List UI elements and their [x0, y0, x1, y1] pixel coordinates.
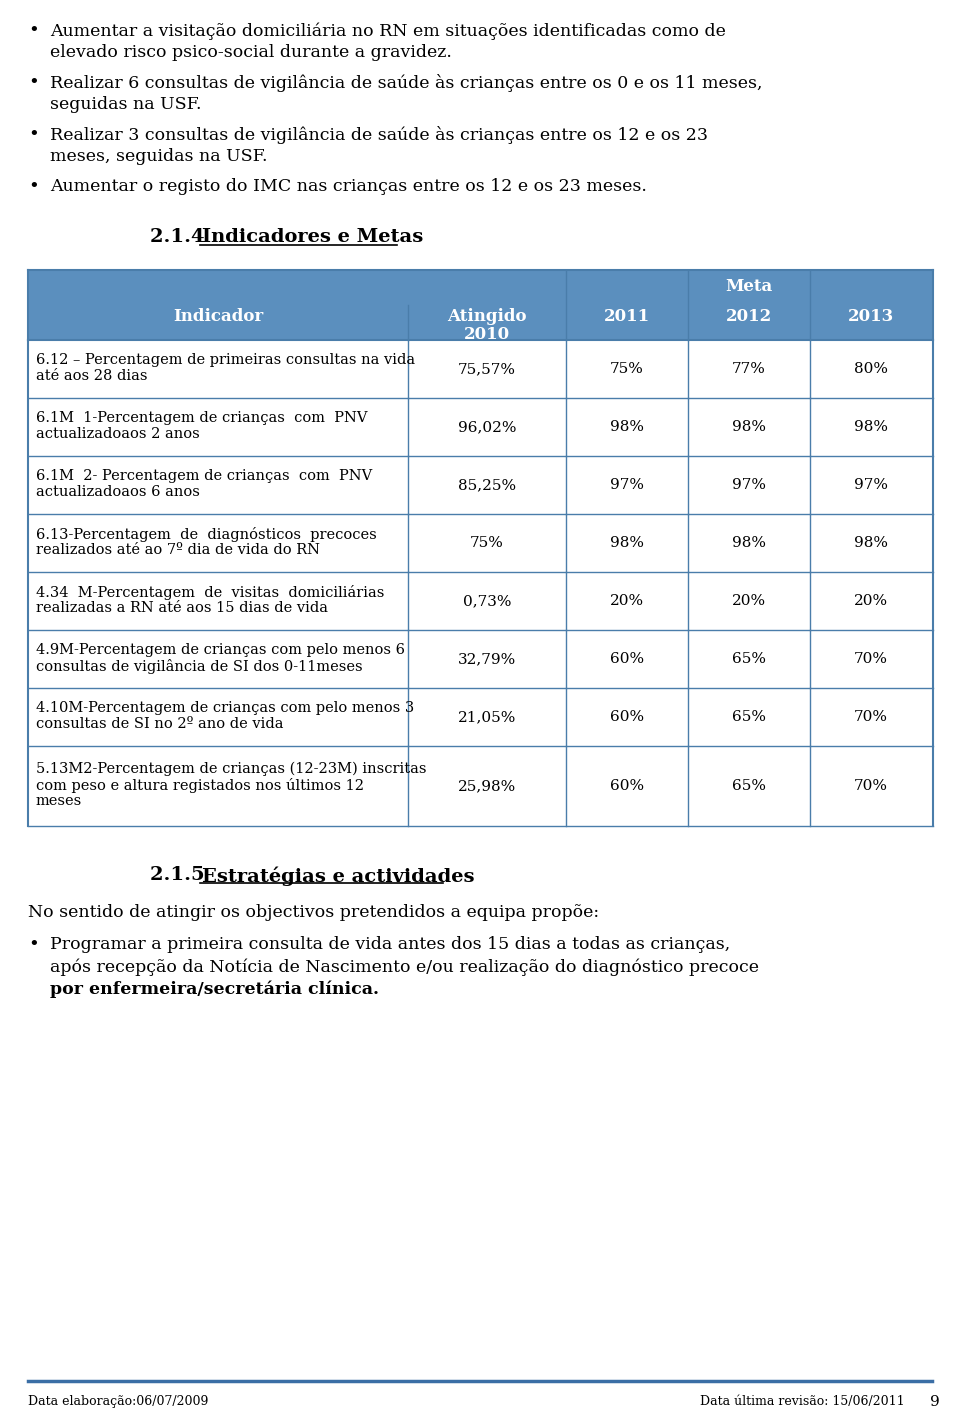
Text: 70%: 70% — [854, 652, 888, 666]
Text: 2.1.4: 2.1.4 — [150, 227, 211, 246]
Text: •: • — [28, 178, 38, 196]
Text: actualizadoaos 6 anos: actualizadoaos 6 anos — [36, 484, 200, 498]
Text: 25,98%: 25,98% — [458, 779, 516, 794]
Text: 70%: 70% — [854, 779, 888, 794]
Text: Estratégias e actividades: Estratégias e actividades — [202, 866, 474, 885]
Text: com peso e altura registados nos últimos 12: com peso e altura registados nos últimos… — [36, 778, 364, 794]
Bar — [28, 340, 933, 398]
Text: 6.13-Percentagem  de  diagnósticos  precoces: 6.13-Percentagem de diagnósticos precoce… — [36, 527, 376, 542]
Text: 96,02%: 96,02% — [458, 419, 516, 433]
Text: 65%: 65% — [732, 652, 766, 666]
Text: 98%: 98% — [854, 537, 888, 551]
Text: meses, seguidas na USF.: meses, seguidas na USF. — [50, 148, 268, 165]
Text: •: • — [28, 126, 38, 144]
Text: 2010: 2010 — [464, 326, 510, 343]
Text: realizados até ao 7º dia de vida do RN: realizados até ao 7º dia de vida do RN — [36, 544, 320, 556]
Text: 4.34  M-Percentagem  de  visitas  domiciliárias: 4.34 M-Percentagem de visitas domiciliár… — [36, 585, 384, 600]
Bar — [28, 572, 933, 630]
Text: 4.9M-Percentagem de crianças com pelo menos 6: 4.9M-Percentagem de crianças com pelo me… — [36, 642, 405, 657]
Bar — [28, 456, 933, 514]
Text: 5.13M2-Percentagem de crianças (12-23M) inscritas: 5.13M2-Percentagem de crianças (12-23M) … — [36, 762, 426, 777]
Text: 60%: 60% — [610, 779, 644, 794]
Text: Meta: Meta — [726, 278, 773, 295]
Text: 6.12 – Percentagem de primeiras consultas na vida: 6.12 – Percentagem de primeiras consulta… — [36, 353, 415, 367]
Text: •: • — [28, 936, 38, 955]
Text: 98%: 98% — [732, 537, 766, 551]
Text: seguidas na USF.: seguidas na USF. — [50, 96, 202, 113]
Text: consultas de SI no 2º ano de vida: consultas de SI no 2º ano de vida — [36, 717, 283, 731]
Text: Programar a primeira consulta de vida antes dos 15 dias a todas as crianças,: Programar a primeira consulta de vida an… — [50, 936, 731, 953]
Text: 65%: 65% — [732, 710, 766, 724]
Text: 75%: 75% — [610, 361, 644, 376]
Text: 97%: 97% — [732, 479, 766, 491]
Text: 32,79%: 32,79% — [458, 652, 516, 666]
Text: meses: meses — [36, 794, 83, 808]
Text: 70%: 70% — [854, 710, 888, 724]
Text: Atingido: Atingido — [447, 308, 527, 325]
Text: 97%: 97% — [854, 479, 888, 491]
Text: 20%: 20% — [732, 594, 766, 609]
Text: 60%: 60% — [610, 652, 644, 666]
Text: Aumentar o registo do IMC nas crianças entre os 12 e os 23 meses.: Aumentar o registo do IMC nas crianças e… — [50, 178, 647, 195]
Text: 98%: 98% — [610, 537, 644, 551]
Text: Realizar 3 consultas de vigilância de saúde às crianças entre os 12 e os 23: Realizar 3 consultas de vigilância de sa… — [50, 126, 708, 144]
Text: 98%: 98% — [732, 419, 766, 433]
Text: Realizar 6 consultas de vigilância de saúde às crianças entre os 0 e os 11 meses: Realizar 6 consultas de vigilância de sa… — [50, 73, 762, 92]
Text: consultas de vigilância de SI dos 0-11meses: consultas de vigilância de SI dos 0-11me… — [36, 659, 363, 674]
Text: Indicador: Indicador — [173, 308, 263, 325]
Text: 4.10M-Percentagem de crianças com pelo menos 3: 4.10M-Percentagem de crianças com pelo m… — [36, 700, 415, 714]
Text: Indicadores e Metas: Indicadores e Metas — [202, 227, 423, 246]
Text: 85,25%: 85,25% — [458, 479, 516, 491]
Bar — [28, 398, 933, 456]
Text: •: • — [28, 73, 38, 92]
Text: realizadas a RN até aos 15 dias de vida: realizadas a RN até aos 15 dias de vida — [36, 602, 328, 616]
Text: 98%: 98% — [610, 419, 644, 433]
Text: 60%: 60% — [610, 710, 644, 724]
Text: 65%: 65% — [732, 779, 766, 794]
Text: 2013: 2013 — [848, 308, 894, 325]
Text: Data última revisão: 15/06/2011: Data última revisão: 15/06/2011 — [700, 1395, 904, 1408]
Text: 6.1M  2- Percentagem de crianças  com  PNV: 6.1M 2- Percentagem de crianças com PNV — [36, 469, 372, 483]
Text: 77%: 77% — [732, 361, 766, 376]
Text: 80%: 80% — [854, 361, 888, 376]
Text: 75%: 75% — [470, 537, 504, 551]
Text: 6.1M  1-Percentagem de crianças  com  PNV: 6.1M 1-Percentagem de crianças com PNV — [36, 411, 368, 425]
Text: Aumentar a visitação domiciliária no RN em situações identificadas como de: Aumentar a visitação domiciliária no RN … — [50, 23, 726, 40]
Text: 0,73%: 0,73% — [463, 594, 512, 609]
Text: 2012: 2012 — [726, 308, 772, 325]
Text: 75,57%: 75,57% — [458, 361, 516, 376]
Text: •: • — [28, 23, 38, 40]
Text: actualizadoaos 2 anos: actualizadoaos 2 anos — [36, 426, 200, 441]
Text: 97%: 97% — [610, 479, 644, 491]
Text: 9: 9 — [930, 1395, 940, 1409]
Text: 20%: 20% — [610, 594, 644, 609]
Text: 2.1.5: 2.1.5 — [150, 866, 211, 884]
Text: No sentido de atingir os objectivos pretendidos a equipa propõe:: No sentido de atingir os objectivos pret… — [28, 904, 599, 921]
Text: 20%: 20% — [854, 594, 888, 609]
Bar — [28, 270, 933, 340]
Text: por enfermeira/secretária clínica.: por enfermeira/secretária clínica. — [50, 980, 379, 997]
Text: após recepção da Notícia de Nascimento e/ou realização do diagnóstico precoce: após recepção da Notícia de Nascimento e… — [50, 957, 759, 976]
Text: 98%: 98% — [854, 419, 888, 433]
Text: 21,05%: 21,05% — [458, 710, 516, 724]
Bar — [28, 630, 933, 688]
Text: 2011: 2011 — [604, 308, 650, 325]
Text: até aos 28 dias: até aos 28 dias — [36, 369, 148, 383]
Text: Data elaboração:06/07/2009: Data elaboração:06/07/2009 — [28, 1395, 208, 1408]
Bar — [28, 514, 933, 572]
Bar — [28, 688, 933, 746]
Bar — [28, 746, 933, 826]
Text: elevado risco psico-social durante a gravidez.: elevado risco psico-social durante a gra… — [50, 44, 452, 61]
